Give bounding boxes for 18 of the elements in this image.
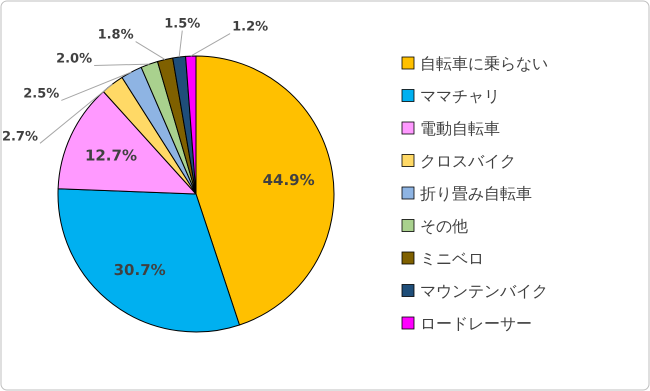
legend-label: 折り畳み自転車	[420, 184, 532, 203]
data-label: 1.8%	[98, 28, 134, 43]
legend-label: その他	[420, 216, 468, 236]
data-label: 44.9%	[262, 171, 315, 190]
legend-label: 電動自転車	[420, 119, 500, 138]
data-label: 12.7%	[84, 146, 137, 164]
data-label: 1.5%	[164, 16, 200, 32]
legend-label: ロードレーサー	[420, 314, 532, 333]
data-label: 2.0%	[56, 51, 92, 66]
data-label: 2.7%	[2, 129, 38, 144]
data-label: 1.2%	[232, 20, 268, 35]
data-label: 30.7%	[114, 261, 166, 280]
legend-label: ママチャリ	[420, 86, 500, 106]
legend-label: マウンテンバイク	[420, 282, 548, 300]
data-label: 2.5%	[23, 86, 60, 102]
legend-label: ミニベロ	[420, 249, 484, 268]
legend-label: クロスバイク	[420, 152, 516, 170]
legend-label: 自転車に乗らない	[420, 54, 548, 73]
